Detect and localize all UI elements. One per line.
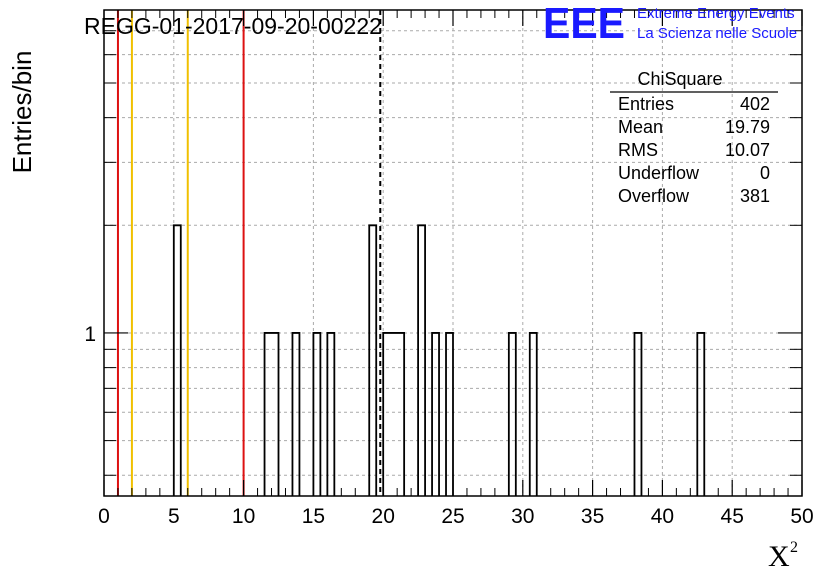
y-tick-label: 1 <box>84 323 96 346</box>
chart-title: REGG-01-2017-09-20-00222 <box>84 13 382 39</box>
eee-logo: EEE <box>543 0 625 44</box>
histogram-bin <box>528 332 538 496</box>
histogram-bin <box>633 332 643 496</box>
stats-value: 0 <box>760 163 770 183</box>
histogram-bin <box>382 332 406 496</box>
logo-line-1: Extreme Energy Events <box>637 5 795 22</box>
x-tick-label: 50 <box>790 505 813 528</box>
x-tick-label: 25 <box>441 505 464 528</box>
histogram-bin <box>445 332 454 496</box>
x-tick-label: 20 <box>372 505 395 528</box>
stats-box: ChiSquare Entries 402 Mean 19.79 RMS 10.07 Und… <box>610 69 778 206</box>
x-tick-labels: 0 5 10 15 20 25 30 35 40 45 50 <box>98 505 814 528</box>
y-tick-labels: 1 <box>84 323 96 346</box>
x-tick-label: 40 <box>651 505 674 528</box>
histogram-bins <box>172 224 706 496</box>
x-tick-label: 0 <box>98 505 110 528</box>
stats-label: RMS <box>618 140 658 160</box>
x-tick-label: 5 <box>168 505 180 528</box>
x-tick-label: 35 <box>581 505 604 528</box>
stats-value: 10.07 <box>725 140 770 160</box>
reference-lines <box>116 10 382 496</box>
y-axis-label: Entries/bin <box>7 51 37 174</box>
x-tick-label: 45 <box>721 505 744 528</box>
stats-value: 402 <box>740 94 770 114</box>
histogram-bin <box>172 224 182 496</box>
histogram-bin <box>696 332 706 496</box>
stats-value: 19.79 <box>725 117 770 137</box>
x-axis-label: X 2 <box>768 539 798 572</box>
x-axis-label-symbol: X <box>768 540 790 572</box>
stats-label: Entries <box>618 94 674 114</box>
stats-label: Mean <box>618 117 663 137</box>
histogram-bin <box>312 332 322 496</box>
x-axis-label-exponent: 2 <box>790 539 798 556</box>
eee-logo-text: EEE <box>543 0 625 44</box>
x-tick-label: 30 <box>511 505 534 528</box>
histogram-bin <box>417 224 426 496</box>
stats-value: 381 <box>740 186 770 206</box>
logo-line-2: La Scienza nelle Scuole <box>637 25 798 42</box>
axis-ticks <box>103 9 803 496</box>
histogram-bin <box>263 332 280 496</box>
histogram-bin <box>326 332 336 496</box>
histogram-bin <box>431 332 440 496</box>
x-tick-label: 10 <box>232 505 255 528</box>
histogram-bin <box>291 332 301 496</box>
stats-title: ChiSquare <box>637 69 722 89</box>
histogram-bin <box>368 224 378 496</box>
x-tick-label: 15 <box>302 505 325 528</box>
histogram-bin <box>507 332 517 496</box>
stats-label: Underflow <box>618 163 700 183</box>
stats-label: Overflow <box>618 186 690 206</box>
